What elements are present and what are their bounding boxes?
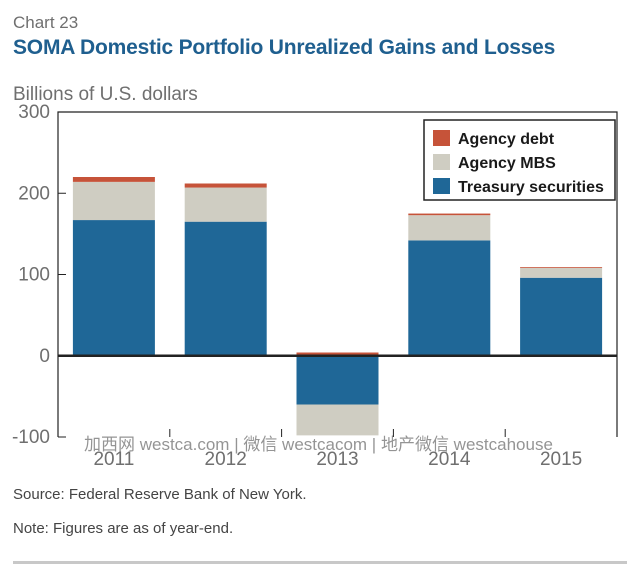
- bar-treasury-securities: [296, 355, 379, 405]
- legend-label: Treasury securities: [458, 179, 604, 196]
- bottom-divider: [13, 561, 627, 564]
- bar-agency-debt: [72, 177, 155, 182]
- footnote: Note: Figures are as of year-end.: [13, 520, 234, 537]
- bar-agency-debt: [520, 267, 603, 268]
- bar-agency-mbs: [72, 181, 155, 221]
- bar-agency-mbs: [184, 187, 267, 222]
- legend-label: Agency debt: [458, 131, 555, 148]
- y-tick-label: 100: [18, 265, 50, 286]
- watermark-text: 加西网 westca.com | 微信 westcacom | 地产微信 wes…: [84, 435, 553, 454]
- bar-agency-mbs: [520, 268, 603, 278]
- x-tick-label: 2011: [93, 449, 134, 470]
- bar-treasury-securities: [72, 220, 155, 356]
- legend-box: [423, 119, 616, 201]
- legend-label: Agency MBS: [458, 155, 556, 172]
- legend-swatch: [433, 178, 450, 194]
- x-tick-label: 2013: [316, 449, 358, 470]
- bar-agency-debt: [296, 352, 379, 356]
- bar-agency-mbs: [296, 404, 379, 436]
- y-tick-label: -100: [12, 427, 50, 448]
- legend-swatch: [433, 130, 450, 146]
- x-tick-label: 2015: [540, 449, 582, 470]
- bar-treasury-securities: [184, 221, 267, 356]
- y-tick-label: 200: [18, 183, 50, 204]
- chart-number: Chart 23: [13, 13, 79, 32]
- bar-treasury-securities: [520, 277, 603, 356]
- source-note: Source: Federal Reserve Bank of New York…: [13, 486, 307, 503]
- bar-treasury-securities: [408, 240, 491, 356]
- x-tick-label: 2012: [205, 449, 247, 470]
- x-tick-label: 2014: [428, 449, 471, 470]
- y-tick-label: 300: [18, 102, 50, 123]
- units-label: Billions of U.S. dollars: [13, 84, 198, 105]
- bar-agency-debt: [184, 183, 267, 188]
- bar-agency-mbs: [408, 215, 491, 241]
- y-tick-label: 0: [39, 346, 50, 367]
- chart-title: SOMA Domestic Portfolio Unrealized Gains…: [13, 36, 556, 59]
- legend-swatch: [433, 154, 450, 170]
- chart-plot: -100 0 100 200 300 2011 2012 2013 2014 2015 Agency…: [12, 102, 618, 470]
- bar-agency-debt: [408, 213, 491, 216]
